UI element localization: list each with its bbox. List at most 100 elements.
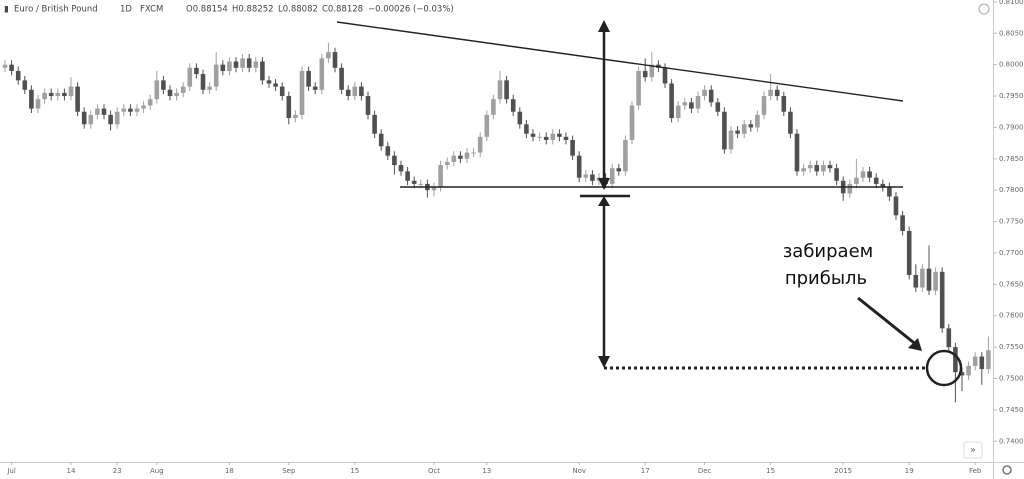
candle-body [174,92,179,97]
candle-body [543,136,549,140]
candle-body [213,64,219,87]
candle-body [451,155,457,162]
candle-body [458,155,463,159]
annotation: прибыль [785,268,867,289]
candle-body [312,86,318,90]
candle-body [807,165,813,169]
candle-body [768,89,773,97]
candle-body [464,152,470,159]
candle-body [273,83,278,87]
candle-body [873,177,879,184]
candle-body [563,136,569,140]
candle-body [88,114,94,125]
candle-body [286,96,292,119]
candle-body [609,168,615,184]
candle-body [933,271,938,291]
candle-body [893,196,899,216]
candle-body [708,89,714,103]
x-tick-label: 17 [641,467,650,475]
candle-body [867,171,872,178]
drawings [336,20,963,387]
x-tick-label: Jul [6,467,16,475]
candle-body [326,52,331,59]
candle-body [702,89,707,97]
candle-body [827,165,833,169]
candle-body [761,96,767,115]
x-tick-label: 15 [766,467,775,475]
candle-body [616,168,622,172]
candle-body [35,99,41,109]
x-tick-label: 15 [350,467,359,475]
candle-body [583,174,589,178]
candle-body [339,67,344,90]
candle-body [906,231,912,275]
candle-body [794,133,800,172]
x-tick-label: 18 [225,467,234,475]
candle-body [491,99,496,115]
candle-body [946,328,952,348]
y-tick-label: 0.81000 [999,0,1024,6]
candle-body [517,111,523,125]
candle-body [167,89,173,97]
candle-body [62,92,67,97]
candle-body [240,58,245,68]
settings-button[interactable] [1002,465,1012,475]
candle-body [642,70,648,78]
annotation: забираем [783,241,874,262]
candle-body [68,86,74,97]
candle-body [398,165,404,172]
candle-body [246,58,252,68]
candle-body [95,108,100,115]
candle-body [484,114,490,137]
candle-body [675,105,681,119]
candle-body [953,347,958,373]
source: FXCM [140,5,163,15]
candle-body [636,70,641,106]
candle-body [359,86,364,97]
candle-body [689,102,694,109]
x-tick-label: Feb [969,467,982,475]
symbol-name: Euro / British Pound [14,5,98,15]
candle-body [15,70,21,81]
scroll-button[interactable] [963,441,983,459]
candle-body [959,372,965,376]
candle-body [880,183,886,188]
candle-body [22,80,28,90]
candle-body [926,268,932,291]
ohlc-close: C0.88128 [322,5,363,15]
candle-body [306,70,311,87]
x-tick-label: Sep [282,467,296,475]
candle-body [590,174,595,181]
candle-body [431,187,437,191]
candle-body [682,102,688,106]
x-tick-label: Dec [698,467,712,475]
candle-body [669,83,674,119]
candle-body [114,111,120,125]
candle-body [550,133,556,140]
candle-body [623,139,628,172]
candle-body [715,102,721,112]
info-button[interactable] [978,3,990,15]
candle-body [497,80,503,100]
candle-body [260,61,265,81]
candle-body [557,133,562,137]
candle-body [662,67,668,84]
candle-body [735,130,740,134]
target-circle [925,349,963,387]
candle-body [920,268,925,288]
candle-body [299,70,305,115]
candle-body [9,64,14,71]
candle-body [42,92,47,100]
candle-body [741,124,747,134]
candle-body [121,108,127,112]
candle-body [913,274,919,288]
candle-body [372,114,377,134]
candle-body [966,365,971,376]
